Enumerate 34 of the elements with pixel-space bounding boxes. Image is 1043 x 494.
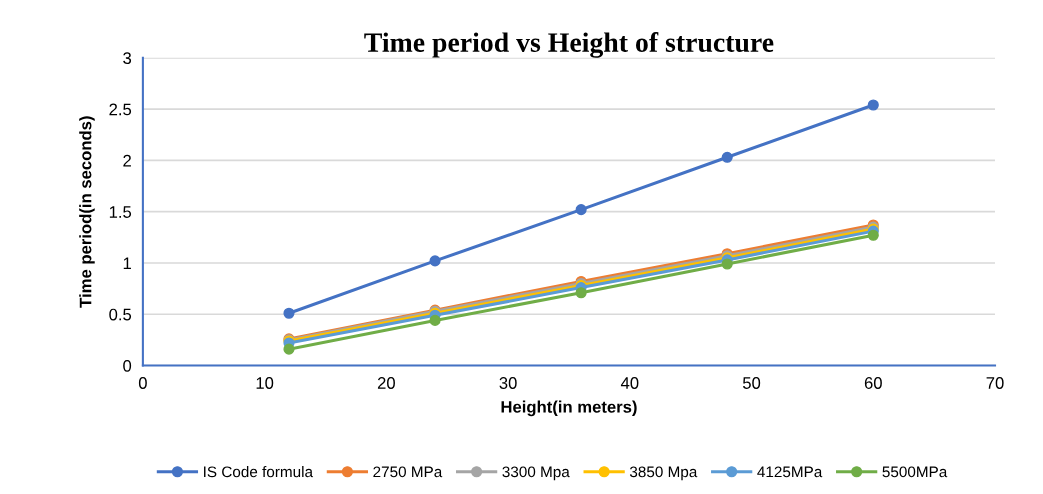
legend-label: IS Code formula	[204, 466, 314, 478]
x-tick-label: 20	[377, 377, 395, 389]
point	[429, 255, 441, 267]
y-tick-label: 1.5	[109, 206, 132, 218]
x-axis-title: Height(in meters)	[501, 400, 637, 417]
y-tick-label: 2.5	[109, 103, 132, 116]
y-tick-label: 0	[123, 359, 132, 372]
x-tick-label: 50	[742, 377, 761, 389]
point	[721, 258, 733, 270]
point	[575, 204, 587, 216]
x-tick-label: 30	[499, 377, 517, 389]
y-axis-title: Time period(in seconds)	[79, 116, 95, 308]
x-tick-label: 40	[620, 377, 639, 389]
legend-label: 4125MPa	[757, 466, 823, 478]
point	[867, 99, 879, 111]
legend-label: 3300 Mpa	[502, 466, 570, 481]
y-tick-label: 0.5	[109, 308, 132, 321]
x-tick-label: 70	[986, 377, 1004, 389]
chart-title: Time period vs Height of structure	[364, 32, 774, 58]
point	[867, 229, 879, 241]
point	[283, 307, 295, 319]
legend-label: 2750 MPa	[373, 466, 443, 478]
point	[429, 314, 441, 326]
y-tick-label: 3	[123, 52, 132, 64]
point	[283, 343, 295, 355]
point	[575, 287, 587, 299]
point	[721, 151, 733, 163]
x-tick-label: 60	[864, 377, 882, 389]
y-tick-label: 1	[123, 257, 131, 270]
legend-label: 3850 Mpa	[629, 466, 698, 481]
legend-label: 5500MPa	[882, 466, 948, 478]
x-tick-label: 10	[256, 377, 274, 389]
y-tick-label: 2	[123, 154, 131, 167]
x-tick-label: 0	[138, 377, 147, 389]
